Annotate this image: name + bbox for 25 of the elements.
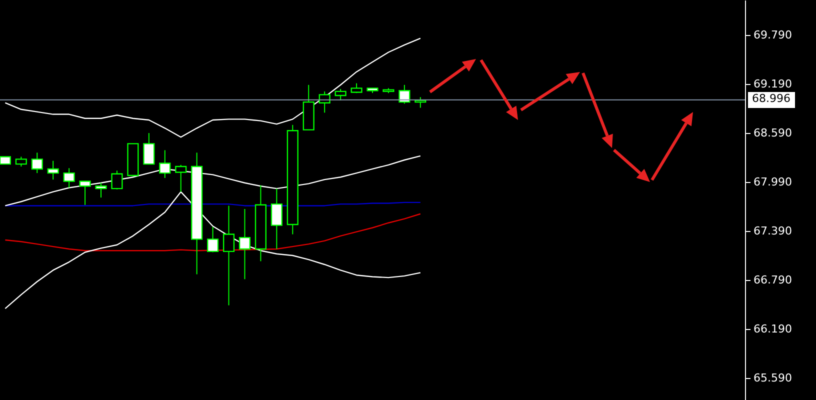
y-tick-label: 67.390 <box>754 224 792 238</box>
y-tick-label: 66.190 <box>754 322 792 336</box>
candlestick <box>238 208 251 280</box>
y-tick-label: 69.790 <box>754 28 792 42</box>
candlestick <box>222 205 235 306</box>
candlestick <box>15 156 27 168</box>
candlestick <box>175 164 187 192</box>
candlestick <box>47 160 59 180</box>
y-tick-label: 69.190 <box>754 78 792 91</box>
y-tick-label: 66.790 <box>754 274 792 286</box>
line-series <box>4 213 422 252</box>
y-tick-label: 67.990 <box>754 176 792 189</box>
candlestick <box>31 152 43 174</box>
candlestick <box>207 226 219 253</box>
candlestick <box>318 90 330 114</box>
candlestick <box>398 84 410 104</box>
candlestick <box>63 168 75 188</box>
line-series <box>4 38 422 138</box>
candlestick <box>111 170 123 190</box>
y-tick-label: 68.590 <box>754 126 792 140</box>
candlestick <box>95 182 107 198</box>
candlestick <box>334 88 346 101</box>
ref-line-label: 68.996 <box>748 92 794 108</box>
y-tick-label: 65.590 <box>754 371 792 384</box>
candlestick <box>143 132 155 165</box>
